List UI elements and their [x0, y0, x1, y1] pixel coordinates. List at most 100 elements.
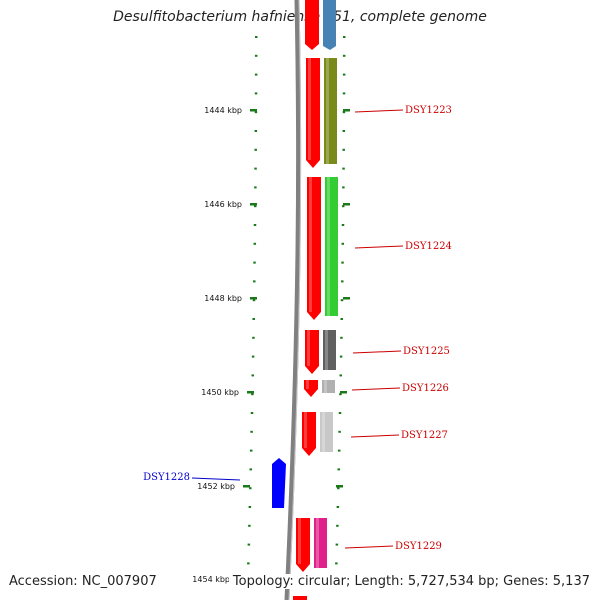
- minor-tick-right: [342, 92, 346, 95]
- gene-dsy1226[interactable]: DSY1226: [304, 380, 449, 397]
- cog-category-bar: [320, 412, 333, 452]
- scale-tick-label: 1452 kbp: [197, 482, 235, 491]
- minor-tick-left: [253, 261, 256, 264]
- gene-label-leader: [350, 434, 400, 438]
- gene-label-leader: [354, 245, 404, 249]
- minor-tick-left: [252, 336, 255, 339]
- minor-tick-right: [339, 374, 342, 377]
- cog-category-bar: [322, 380, 335, 393]
- minor-tick-right: [342, 36, 346, 38]
- gene-label-leader: [191, 477, 241, 481]
- scale-tick-label: 1450 kbp: [201, 388, 239, 397]
- minor-tick-right: [342, 186, 345, 189]
- genome-title: Desulfitobacterium hafniense Y51, comple…: [113, 9, 487, 25]
- gene-label-leader: [351, 387, 401, 391]
- gene-label[interactable]: DSY1226: [402, 383, 449, 394]
- gene-dsy1227[interactable]: DSY1227: [302, 412, 448, 456]
- minor-tick-right: [336, 524, 339, 527]
- minor-tick-left: [252, 318, 255, 320]
- minor-tick-left: [250, 430, 253, 433]
- minor-tick-right: [337, 449, 341, 452]
- minor-tick-right: [342, 148, 345, 151]
- minor-tick-right: [336, 506, 340, 508]
- scale-tick-label: 1454 kbp: [192, 575, 230, 584]
- gene-dsy1225[interactable]: DSY1225: [305, 330, 450, 374]
- scale-ticks: [238, 36, 350, 581]
- scale-labels: 1444 kbp 1446 kbp 1448 kbp 1450 kbp 1452 kbp…: [192, 106, 242, 584]
- minor-tick-right: [342, 130, 346, 132]
- major-tick: [250, 109, 257, 112]
- minor-tick-right: [335, 543, 339, 546]
- gene-dsy1228[interactable]: DSY1228: [143, 458, 286, 508]
- minor-tick-right: [338, 412, 342, 414]
- minor-tick-right: [337, 487, 340, 490]
- gene-label-leader: [354, 109, 404, 113]
- minor-tick-right: [341, 261, 344, 264]
- genome-backbone: [284, 0, 302, 600]
- minor-tick-left: [254, 167, 257, 170]
- gene-features: DSY1223 DSY1224 DSY1225 DSY1226 DSY1227 DSY12…: [143, 58, 452, 572]
- minor-tick-right: [340, 318, 343, 320]
- cog-category-bar: [325, 177, 338, 316]
- minor-tick-left: [254, 54, 258, 57]
- partial-gene-bottom: [293, 596, 307, 600]
- minor-tick-left: [253, 224, 257, 226]
- cog-category-bar: [324, 58, 337, 164]
- gene-arrow[interactable]: [272, 458, 286, 508]
- minor-tick-left: [254, 111, 258, 114]
- minor-tick-right: [338, 430, 341, 433]
- minor-tick-right: [341, 280, 344, 283]
- gene-label[interactable]: DSY1223: [405, 105, 452, 116]
- partial-gene-top: [305, 0, 336, 50]
- minor-tick-right: [341, 205, 345, 208]
- gene-dsy1229[interactable]: DSY1229: [296, 518, 442, 572]
- major-tick: [243, 485, 250, 488]
- gene-label-leader: [344, 545, 394, 549]
- major-tick-right: [343, 109, 350, 112]
- gene-label[interactable]: DSY1229: [395, 541, 442, 552]
- minor-tick-left: [254, 148, 257, 151]
- minor-tick-right: [342, 167, 345, 170]
- minor-tick-left: [249, 449, 253, 452]
- minor-tick-left: [248, 524, 251, 527]
- major-tick-right: [340, 391, 347, 394]
- gene-label-leader: [352, 350, 402, 354]
- minor-tick-right: [340, 336, 343, 339]
- cog-category-bar: [323, 330, 336, 370]
- minor-tick-right: [342, 54, 346, 57]
- minor-tick-right: [337, 468, 341, 471]
- minor-tick-left: [254, 73, 258, 76]
- accession-text: Accession: NC_007907: [9, 574, 157, 589]
- minor-tick-left: [254, 36, 258, 38]
- gene-label[interactable]: DSY1224: [405, 241, 452, 252]
- minor-tick-right: [342, 111, 346, 114]
- gene-label[interactable]: DSY1225: [403, 346, 450, 357]
- minor-tick-left: [248, 506, 252, 508]
- minor-tick-right: [335, 562, 338, 565]
- minor-tick-right: [339, 393, 342, 396]
- minor-tick-right: [341, 224, 345, 226]
- gene-label[interactable]: DSY1228: [143, 472, 190, 483]
- minor-tick-left: [251, 355, 255, 358]
- scale-tick-label: 1444 kbp: [204, 106, 242, 115]
- gene-dsy1223[interactable]: DSY1223: [306, 58, 452, 168]
- major-tick-right: [336, 485, 343, 488]
- minor-tick-right: [340, 299, 344, 302]
- minor-tick-left: [253, 242, 257, 245]
- minor-tick-right: [342, 73, 346, 76]
- major-tick: [247, 391, 254, 394]
- minor-tick-right: [339, 355, 343, 358]
- major-tick: [250, 297, 257, 300]
- gene-label[interactable]: DSY1227: [401, 430, 448, 441]
- minor-tick-left: [252, 299, 256, 302]
- minor-tick-left: [251, 393, 254, 396]
- minor-tick-left: [249, 487, 252, 490]
- minor-tick-left: [254, 92, 258, 95]
- minor-tick-left: [254, 130, 258, 132]
- major-tick-right: [343, 203, 350, 206]
- major-tick: [250, 203, 257, 206]
- cog-category-bar: [314, 518, 327, 568]
- gene-dsy1224[interactable]: DSY1224: [307, 177, 452, 320]
- minor-tick-left: [253, 205, 257, 208]
